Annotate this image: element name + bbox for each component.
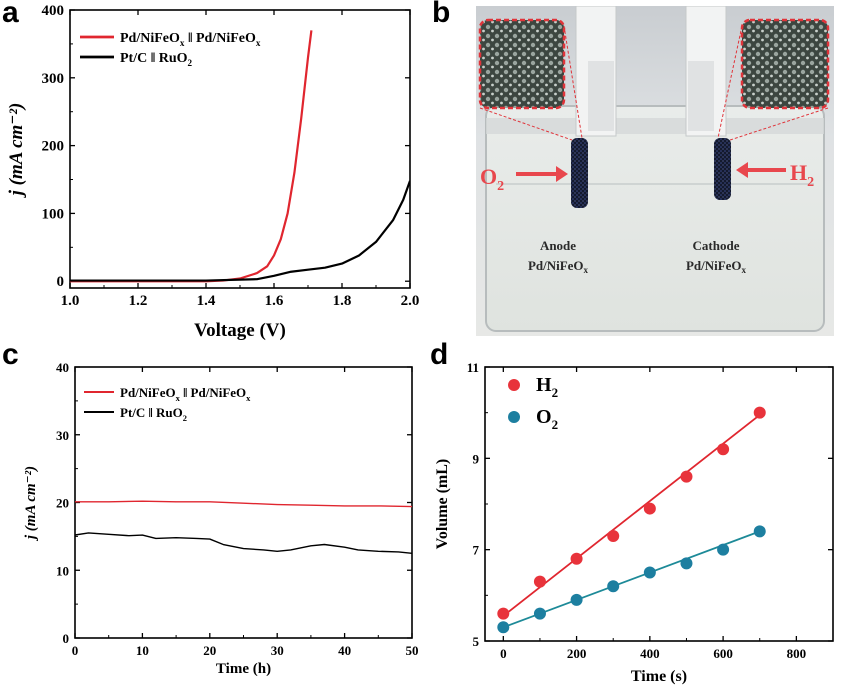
- y-tick-label-d: 9: [473, 451, 480, 466]
- legend-label-c-0: Pd/NiFeOx ‖ Pd/NiFeOx: [120, 385, 251, 403]
- o2-arrowhead: [556, 166, 568, 182]
- legend-marker-d-0: [508, 379, 520, 391]
- x-tick-label-a: 1.4: [197, 293, 216, 309]
- cathode-label: Cathode: [693, 238, 740, 253]
- series-line-c-1: [75, 532, 412, 555]
- anode-zoom-line-1: [563, 25, 583, 139]
- cathode-material: Pd/NiFeOx: [686, 258, 747, 275]
- x-tick-label-d: 800: [787, 646, 807, 661]
- y-tick-label-c: 0: [63, 631, 70, 646]
- x-tick-label-a: 2.0: [401, 293, 420, 309]
- fit-line-d-1: [503, 530, 761, 629]
- y-tick-label-d: 7: [473, 543, 480, 558]
- legend-label-d-1: O2: [536, 406, 558, 432]
- legend-label-a-1: Pt/C ‖ RuO2: [120, 51, 193, 68]
- cathode-electrode: [714, 138, 731, 200]
- x-tick-label-c: 20: [203, 643, 216, 658]
- panel-label-d: d: [430, 338, 449, 371]
- data-point-d-1: [570, 593, 583, 606]
- anode-zoom-line-2: [479, 107, 573, 141]
- data-point-d-0: [533, 575, 546, 588]
- x-tick-label-c: 0: [72, 643, 79, 658]
- x-tick-label-d: 600: [713, 646, 733, 661]
- x-tick-label-d: 200: [567, 646, 587, 661]
- data-point-d-1: [717, 543, 730, 556]
- cathode-bubble-inset: [740, 18, 830, 110]
- chart-a-polarization: 1.0 1.2 1.4 1.6 1.8 2.0 0 100 200 300 400 Voltage (…: [6, 3, 420, 341]
- chart-c-stability: 0 10 20 30 40 50 0 10 20 30 40 Time (h) j (mA cm⁻²) P…: [23, 360, 419, 677]
- y-axis-label-a: j (mA cm⁻²): [6, 103, 27, 199]
- data-point-d-1: [607, 580, 620, 593]
- data-point-d-0: [570, 552, 583, 565]
- x-tick-label-a: 1.2: [129, 293, 148, 309]
- y-tick-label-a: 300: [42, 71, 65, 87]
- h2-arrowhead: [736, 162, 748, 178]
- data-point-d-0: [680, 470, 693, 483]
- x-tick-label-d: 0: [500, 646, 507, 661]
- data-point-d-0: [607, 529, 620, 542]
- y-tick-label-a: 400: [42, 3, 65, 19]
- x-tick-label-c: 40: [338, 643, 351, 658]
- data-point-d-1: [753, 525, 766, 538]
- x-axis-label-a: Voltage (V): [194, 320, 286, 341]
- chart-d-gas-volume: 0 200 400 600 800 5 7 9 11 Time (s) Volume (mL) H2 O…: [434, 360, 834, 685]
- data-point-d-0: [643, 502, 656, 515]
- x-axis-label-d: Time (s): [631, 668, 687, 685]
- x-tick-label-c: 10: [136, 643, 149, 658]
- y-axis-label-c: j (mA cm⁻²): [23, 466, 39, 541]
- y-tick-label-d: 5: [473, 634, 480, 649]
- x-tick-label-d: 400: [640, 646, 660, 661]
- data-point-d-0: [717, 443, 730, 456]
- data-point-d-0: [753, 406, 766, 419]
- y-tick-label-a: 100: [42, 206, 65, 222]
- x-axis-label-c: Time (h): [216, 661, 271, 677]
- electrolysis-photo: O2 H2 Anode Pd/NiFeOx Cathode Pd/NiFeOx: [476, 6, 834, 336]
- data-point-d-1: [497, 621, 510, 634]
- anode-bubble-inset: [478, 18, 566, 110]
- y-tick-label-d: 11: [467, 360, 479, 375]
- cathode-zoom-line-2: [729, 107, 829, 141]
- h2-label: H2: [790, 160, 814, 190]
- series-line-a-1: [70, 180, 410, 282]
- legend-label-d-0: H2: [536, 374, 558, 400]
- legend-label-a-0: Pd/NiFeOx ‖ Pd/NiFeOx: [120, 31, 261, 48]
- beaker: [485, 105, 825, 332]
- cathode-zoom-line-1: [717, 25, 743, 139]
- data-point-d-0: [497, 607, 510, 620]
- panel-label-a: a: [2, 0, 19, 29]
- y-tick-label-c: 20: [56, 496, 69, 511]
- panel-label-c: c: [2, 338, 19, 371]
- y-tick-label-c: 10: [56, 563, 69, 578]
- anode-label: Anode: [540, 238, 576, 253]
- legend-label-c-1: Pt/C ‖ RuO2: [120, 405, 187, 423]
- data-point-d-1: [533, 607, 546, 620]
- x-tick-label-a: 1.8: [333, 293, 352, 309]
- anode-material: Pd/NiFeOx: [528, 258, 589, 275]
- beaker-rim: [486, 118, 824, 134]
- fit-line-d-0: [502, 414, 761, 617]
- y-axis-label-d: Volume (mL): [434, 459, 451, 550]
- panel-label-b: b: [432, 0, 451, 29]
- series-line-c-0: [75, 500, 412, 508]
- cathode-clamp-jaw: [688, 61, 714, 131]
- y-tick-label-a: 200: [42, 139, 65, 155]
- anode-clamp-jaw: [588, 61, 614, 131]
- y-tick-label-a: 0: [57, 274, 65, 290]
- data-point-d-1: [680, 557, 693, 570]
- x-tick-label-c: 30: [271, 643, 284, 658]
- y-tick-label-c: 30: [56, 428, 69, 443]
- data-point-d-1: [643, 566, 656, 579]
- x-tick-label-a: 1.0: [61, 293, 80, 309]
- y-tick-label-c: 40: [56, 360, 69, 375]
- anode-electrode: [571, 138, 588, 208]
- o2-label: O2: [480, 164, 504, 194]
- electrolysis-photo-drawing: O2 H2 Anode Pd/NiFeOx Cathode Pd/NiFeOx: [476, 6, 834, 336]
- legend-marker-d-1: [508, 411, 520, 423]
- x-tick-label-c: 50: [406, 643, 419, 658]
- x-tick-label-a: 1.6: [265, 293, 284, 309]
